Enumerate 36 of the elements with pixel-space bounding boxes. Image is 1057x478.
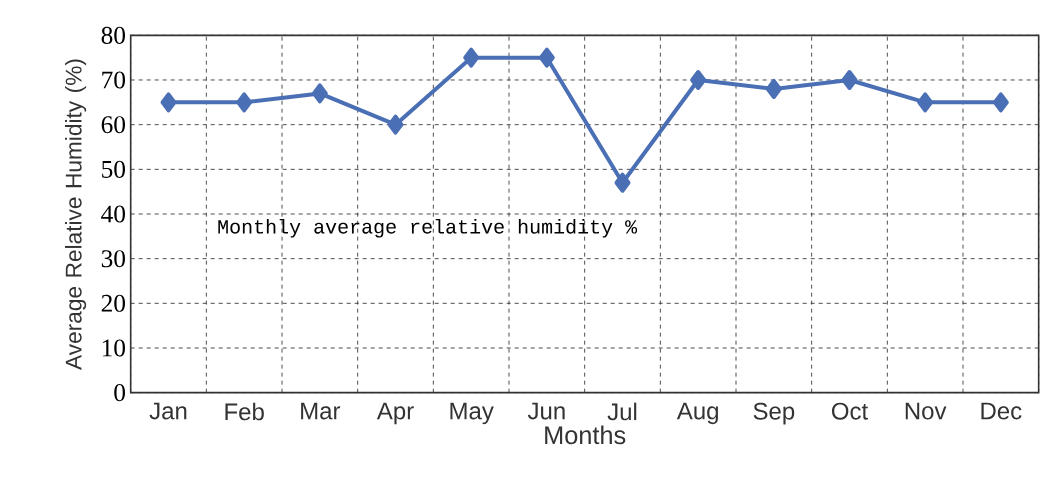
point xyxy=(160,92,177,113)
x-tick-label: Jul xyxy=(607,402,637,421)
annotation: Monthly average relative humidity % xyxy=(218,218,638,238)
x-tick-label: Oct xyxy=(831,402,869,420)
y-tick-label: 70 xyxy=(102,71,125,89)
point xyxy=(387,114,404,135)
x-tick-label: Sep xyxy=(753,402,795,425)
y-tick-label: 0 xyxy=(114,384,125,402)
point xyxy=(236,92,253,113)
point xyxy=(765,78,782,99)
point xyxy=(538,47,555,68)
x-tick-label: Apr xyxy=(376,402,414,425)
x-tick-label: Jan xyxy=(149,402,187,420)
point xyxy=(841,70,858,90)
point xyxy=(992,92,1009,113)
y-tick-label: 50 xyxy=(102,160,125,178)
y-tick-label: 10 xyxy=(102,339,125,357)
x-axis-title: Months xyxy=(545,425,626,445)
y-axis-title: Average Relative Humidity (%) xyxy=(65,59,87,370)
y-tick-label: 30 xyxy=(101,250,125,268)
y-tick-label: 20 xyxy=(101,294,125,312)
x-tick-label: Dec xyxy=(981,402,1022,420)
y-tick-label: 80 xyxy=(101,26,125,44)
x-tick-label: Aug xyxy=(676,402,718,425)
point xyxy=(463,47,480,68)
x-tick-label: Nov xyxy=(905,402,947,420)
x-tick-label: Mar xyxy=(301,402,341,420)
y-tick-label: 60 xyxy=(101,116,125,134)
point xyxy=(311,83,328,104)
x-tick-label: Feb xyxy=(225,402,264,421)
point xyxy=(614,172,631,193)
y-tick-label: 40 xyxy=(101,205,125,223)
x-tick-label: Jun xyxy=(527,402,565,420)
point xyxy=(917,92,934,113)
point xyxy=(690,70,707,90)
x-tick-label: May xyxy=(450,402,494,425)
